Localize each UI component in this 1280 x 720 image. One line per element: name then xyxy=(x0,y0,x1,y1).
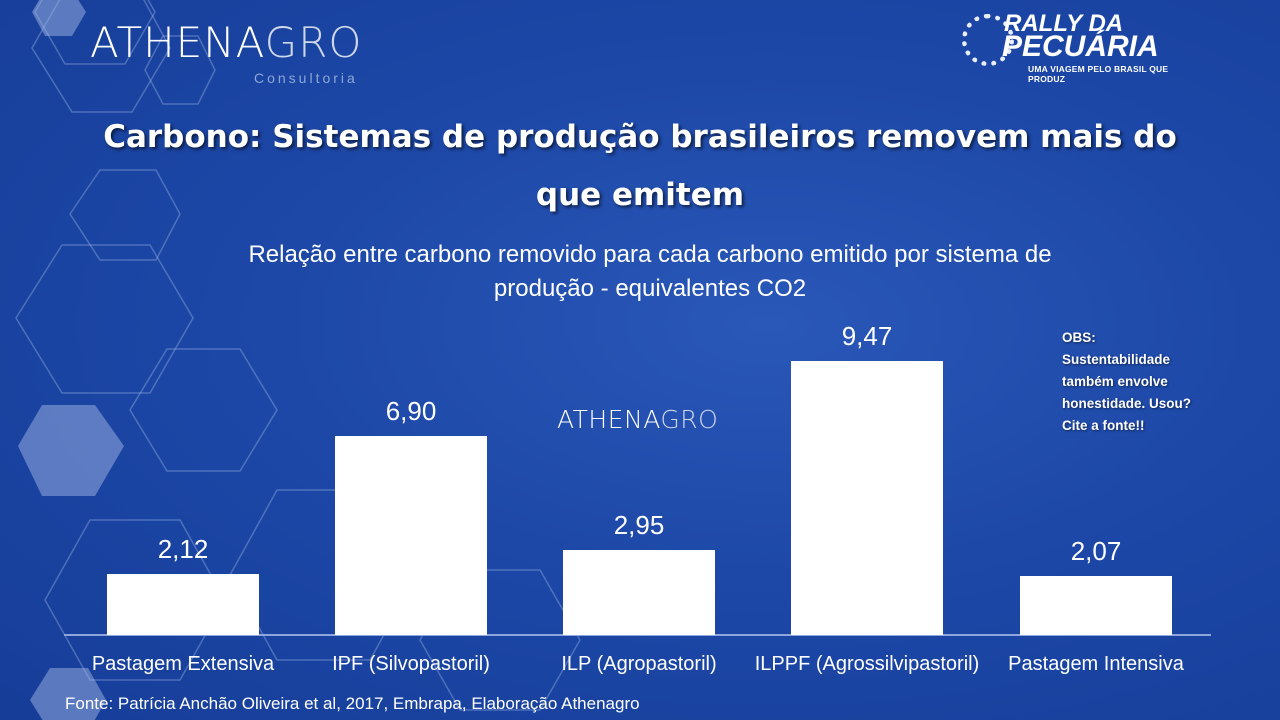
chart-subtitle: Relação entre carbono removido para cada… xyxy=(150,238,1150,306)
athenagro-logo: ATHENAGRO Consultoria xyxy=(90,22,362,87)
value-label: 2,95 xyxy=(613,510,665,540)
note-line5: Cite a fonte!! xyxy=(1062,418,1145,433)
note-line3: também envolve xyxy=(1062,374,1168,389)
athenagro-watermark: ATHENAGRO xyxy=(557,405,718,434)
value-label: 2,12 xyxy=(157,534,209,564)
rally-logo-line1: RALLY DA xyxy=(1004,10,1124,37)
bar-ipf xyxy=(335,436,487,635)
bar-ilppf xyxy=(791,361,943,635)
value-label: 6,90 xyxy=(385,396,437,426)
category-label: ILP (Agropastoril) xyxy=(561,653,717,675)
logo-word-end: GRO xyxy=(264,18,363,67)
logo-word-main: ATHENA xyxy=(90,18,265,67)
title-line2: que emitem xyxy=(535,177,745,213)
cattle-badge-icon xyxy=(962,14,1014,66)
note-line1: OBS: xyxy=(1062,330,1096,345)
rally-da-pecuaria-logo: RALLY DA PECUÁRIA UMA VIAGEM PELO BRASIL… xyxy=(962,10,1202,84)
bar-pastagem-intensiva xyxy=(1020,576,1172,635)
slide-title: Carbono: Sistemas de produção brasileiro… xyxy=(40,108,1240,224)
subtitle-line2: produção - equivalentes CO2 xyxy=(493,275,807,302)
note-line2: Sustentabilidade xyxy=(1062,352,1171,367)
source-citation: Fonte: Patrícia Anchão Oliveira et al, 2… xyxy=(65,694,640,713)
x-axis-line xyxy=(64,634,1211,636)
subtitle-line1: Relação entre carbono removido para cada… xyxy=(248,241,1052,268)
observation-note: OBS: Sustentabilidade também envolve hon… xyxy=(1062,327,1232,437)
logo-subtitle: Consultoria xyxy=(254,70,358,86)
category-label: Pastagem Intensiva xyxy=(1008,653,1184,675)
rally-logo-line2: PECUÁRIA xyxy=(1002,30,1159,63)
rally-logo-tagline: UMA VIAGEM PELO BRASIL QUE PRODUZ xyxy=(1028,64,1169,84)
value-label: 2,07 xyxy=(1070,536,1122,566)
bar-pastagem-extensiva xyxy=(107,574,259,635)
note-line4: honestidade. Usou? xyxy=(1062,396,1192,411)
category-label: ILPPF (Agrossilvipastoril) xyxy=(754,653,980,675)
value-label: 9,47 xyxy=(841,321,893,351)
watermark-end: GRO xyxy=(660,405,719,434)
title-line1: Carbono: Sistemas de produção brasileiro… xyxy=(103,119,1177,155)
category-label: Pastagem Extensiva xyxy=(91,653,275,675)
watermark-main: ATHENA xyxy=(557,405,661,434)
category-label: IPF (Silvopastoril) xyxy=(332,653,490,675)
bar-ilp xyxy=(563,550,715,635)
